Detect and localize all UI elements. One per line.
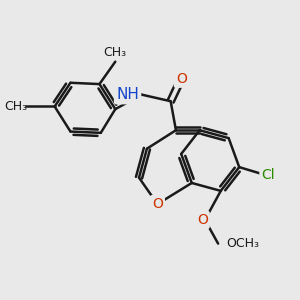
Text: OCH₃: OCH₃: [226, 237, 259, 250]
Text: Cl: Cl: [261, 168, 275, 182]
Text: NH: NH: [116, 87, 139, 102]
Text: CH₃: CH₃: [4, 100, 27, 113]
Text: CH₃: CH₃: [104, 46, 127, 59]
Text: O: O: [152, 197, 163, 211]
Text: O: O: [176, 72, 187, 86]
Text: O: O: [197, 213, 208, 227]
